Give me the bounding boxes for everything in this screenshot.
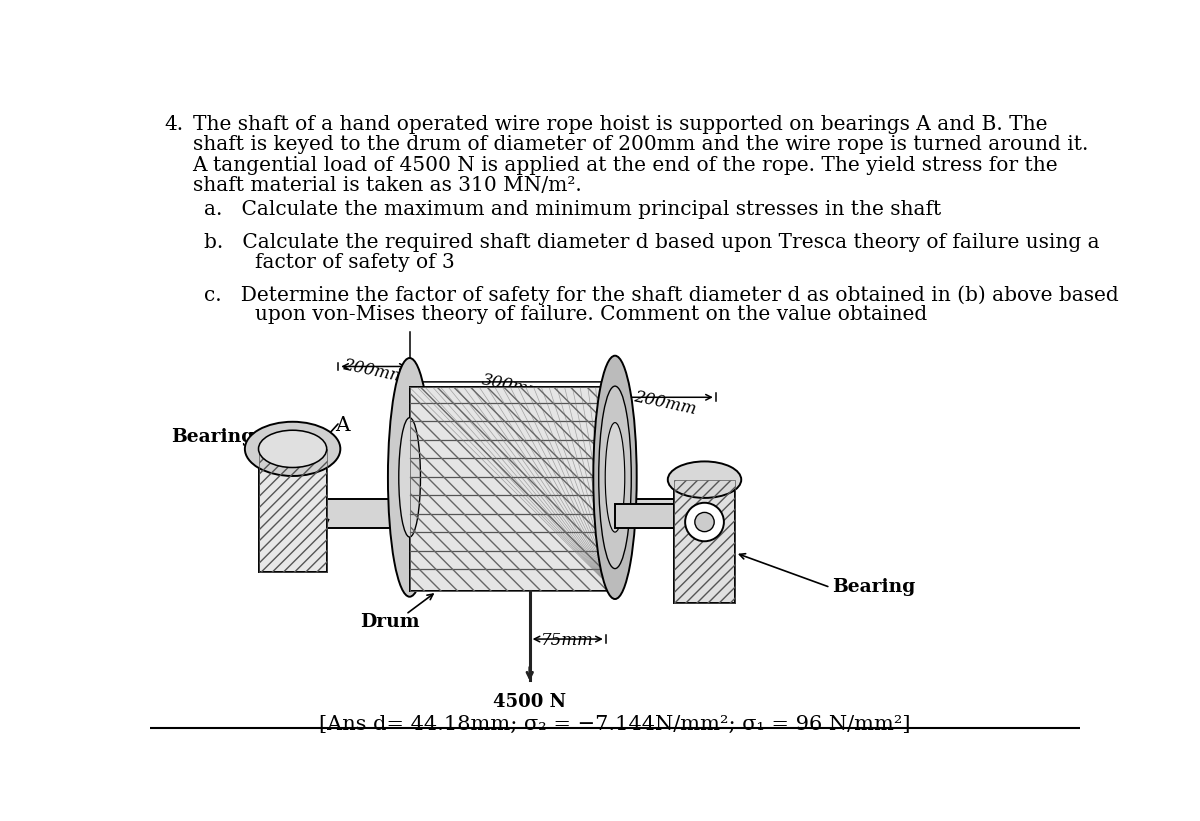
Text: Bearing: Bearing: [172, 429, 254, 447]
Text: A: A: [335, 415, 349, 435]
Text: The shaft of a hand operated wire rope hoist is supported on bearings A and B. T: The shaft of a hand operated wire rope h…: [193, 116, 1048, 135]
Bar: [616, 504, 712, 528]
Ellipse shape: [258, 430, 326, 467]
Ellipse shape: [245, 422, 341, 476]
Ellipse shape: [388, 358, 431, 597]
Text: 200mm: 200mm: [341, 356, 407, 386]
Text: shaft material is taken as 310 MN/m².: shaft material is taken as 310 MN/m².: [193, 176, 581, 195]
Text: Shaft: Shaft: [266, 517, 322, 534]
Text: [Ans d= 44.18mm; σ₂ = −7.144N/mm²; σ₁ = 96 N/mm²]: [Ans d= 44.18mm; σ₂ = −7.144N/mm²; σ₁ = …: [319, 714, 911, 733]
Text: 75mm: 75mm: [541, 632, 594, 649]
Bar: [258, 449, 326, 572]
Ellipse shape: [398, 418, 420, 537]
Text: a.   Calculate the maximum and minimum principal stresses in the shaft: a. Calculate the maximum and minimum pri…: [204, 200, 942, 219]
Bar: [674, 479, 736, 603]
Text: factor of safety of 3: factor of safety of 3: [204, 253, 455, 272]
Text: upon von-Mises theory of failure. Comment on the value obtained: upon von-Mises theory of failure. Commen…: [204, 305, 928, 323]
Ellipse shape: [599, 386, 631, 569]
Bar: [258, 449, 326, 572]
Ellipse shape: [695, 512, 714, 532]
Text: 4500 N: 4500 N: [493, 693, 566, 711]
Ellipse shape: [605, 423, 625, 532]
Text: b.   Calculate the required shaft diameter d based upon Tresca theory of failure: b. Calculate the required shaft diameter…: [204, 232, 1100, 251]
Bar: [409, 388, 616, 591]
Text: B: B: [712, 476, 727, 495]
Text: 4.: 4.: [164, 116, 184, 135]
Ellipse shape: [667, 461, 742, 498]
Text: shaft is keyed to the drum of diameter of 200mm and the wire rope is turned arou: shaft is keyed to the drum of diameter o…: [193, 135, 1088, 154]
Text: Bearing: Bearing: [832, 579, 916, 597]
Text: 300mm: 300mm: [480, 371, 546, 401]
Text: 200mm: 200mm: [632, 388, 698, 418]
Text: c.   Determine the factor of safety for the shaft diameter d as obtained in (b) : c. Determine the factor of safety for th…: [204, 285, 1120, 305]
Bar: [409, 388, 616, 591]
Bar: [674, 479, 736, 603]
Text: A tangential load of 4500 N is applied at the end of the rope. The yield stress : A tangential load of 4500 N is applied a…: [193, 155, 1058, 175]
Text: Drum: Drum: [360, 613, 420, 631]
Ellipse shape: [593, 355, 637, 599]
Bar: [272, 499, 720, 528]
Ellipse shape: [685, 502, 724, 541]
